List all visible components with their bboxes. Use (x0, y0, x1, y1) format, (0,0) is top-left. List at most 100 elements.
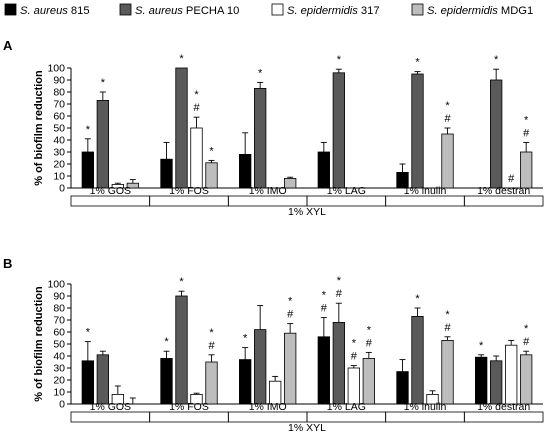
panel-b-bar-aureus-pecha10 (96, 354, 109, 405)
panel-a-significance-hash: # (508, 173, 515, 185)
panel-b: B % of biofilm reduction 01020304050607080… (3, 256, 544, 434)
panel-b-bar-aureus-815 (317, 336, 330, 405)
panel-b-bar-aureus-pecha10 (490, 360, 503, 405)
panel-b-bar-epidermidis-mdg1 (441, 339, 454, 405)
panel-a-significance-star: * (524, 114, 529, 126)
panel-b-bar-epidermidis-mdg1 (362, 357, 375, 405)
legend-swatch-aureus-815 (4, 3, 17, 16)
panel-b-category-label: 1% inulin (404, 401, 447, 413)
panel-b-category-label: 1% FOS (169, 401, 209, 413)
panel-a: A % of biofilm reduction 01020304050607080… (3, 38, 544, 218)
panel-b-bar-epidermidis-317 (347, 367, 360, 405)
panel-a-bar-aureus-815 (81, 151, 94, 189)
panel-a-significance-star: * (494, 54, 499, 66)
panel-a-significance-star: * (258, 67, 263, 79)
panel-b-bar-aureus-815 (81, 360, 94, 405)
panel-a-x-axis-title: 1% XYL (288, 206, 326, 218)
panel-a-significance-star: * (101, 77, 106, 89)
panel-a-y-tick-label: 80 (53, 87, 65, 99)
panel-b-bar-epidermidis-mdg1 (284, 332, 297, 405)
panel-b-bar-epidermidis-mdg1 (205, 361, 218, 405)
panel-a-significance-star: * (415, 57, 420, 69)
panel-b-category-label: 1% LAG (327, 401, 366, 413)
panel-b-bar-aureus-815 (160, 357, 173, 405)
panel-a-y-tick-label: 0 (59, 183, 65, 195)
panel-a-significance-hash: # (193, 102, 200, 114)
panel-b-category-label: 1% IMO (249, 401, 287, 413)
panel-b-category-box (306, 411, 387, 423)
panel-a-y-tick-label: 100 (47, 63, 65, 75)
panel-b-y-tick-label: 20 (53, 375, 65, 387)
panel-a-category-label: 1% GOS (90, 185, 131, 197)
panel-b-significance-star: * (337, 275, 342, 287)
panel-a-significance-star: * (337, 54, 342, 66)
panel-b-significance-star: * (179, 276, 184, 288)
panel-b-category-box (385, 411, 465, 423)
panel-b-bar-aureus-815 (396, 371, 409, 405)
panel-b-significance-star: * (322, 290, 327, 302)
panel-a-category-box (70, 195, 151, 207)
panel-b-category-label: 1% destran (477, 401, 530, 413)
panel-b-bar-aureus-815 (475, 356, 488, 405)
panel-a-significance-star: * (86, 124, 91, 136)
panel-b-bar-epidermidis-mdg1 (520, 354, 533, 405)
panel-a-category-label: 1% FOS (169, 185, 209, 197)
panel-b-y-tick-label: 30 (53, 363, 65, 375)
legend-strain-aureus-815: 815 (71, 5, 90, 17)
panel-b-category-box (70, 411, 151, 423)
panel-b-letter: B (3, 256, 12, 271)
panel-b-y-tick-label: 50 (53, 339, 65, 351)
panel-b-significance-star: * (367, 324, 372, 336)
legend-item-epidermidis-mdg1: S. epidermidis MDG1 (411, 3, 533, 17)
panel-a-category-box (463, 195, 544, 207)
panel-b-y-tick-label: 80 (53, 303, 65, 315)
legend-strain-epidermidis-317: 317 (361, 5, 380, 17)
panel-b-y-tick-label: 60 (53, 327, 65, 339)
legend-species-epidermidis-317: S. epidermidis (287, 5, 358, 17)
panel-a-bar-aureus-815 (160, 158, 173, 189)
panel-b-significance-hash: # (366, 337, 373, 349)
panel-a-y-tick-label: 50 (53, 123, 65, 135)
panel-a-y-tick-label: 90 (53, 75, 65, 87)
panel-b-y-tick-label: 70 (53, 315, 65, 327)
panel-b-y-tick-label: 40 (53, 351, 65, 363)
panel-b-significance-star: * (445, 309, 450, 321)
panel-b-significance-star: * (209, 327, 214, 339)
panel-a-bar-aureus-pecha10 (490, 79, 503, 189)
panel-b-y-tick-label: 100 (47, 279, 65, 291)
panel-a-category-box (385, 195, 465, 207)
panel-a-letter: A (3, 38, 13, 53)
panel-b-significance-hash: # (523, 336, 530, 348)
panel-b-bar-aureus-pecha10 (254, 329, 267, 405)
panel-a-category-label: 1% IMO (249, 185, 287, 197)
panel-b-category-box (463, 411, 544, 423)
panel-a-bar-epidermidis-317 (190, 127, 203, 189)
legend: S. aureus 815 S. aureus PECHA 10 S. epider… (4, 3, 533, 17)
panel-b-bar-aureus-pecha10 (411, 315, 424, 405)
legend-swatch-epidermidis-mdg1 (411, 3, 424, 16)
panel-b-significance-hash: # (351, 351, 358, 363)
legend-strain-aureus-pecha10: PECHA 10 (186, 5, 239, 17)
panel-a-bar-aureus-pecha10 (411, 73, 424, 189)
panel-b-significance-hash: # (336, 288, 343, 300)
panel-a-significance-star: * (194, 89, 199, 101)
panel-b-y-tick-label: 0 (59, 399, 65, 411)
panel-a-category-label: 1% inulin (404, 185, 447, 197)
legend-item-aureus-pecha10: S. aureus PECHA 10 (119, 3, 239, 17)
panel-b-significance-star: * (86, 327, 91, 339)
panel-b-significance-hash: # (444, 322, 451, 334)
panel-b-y-tick-label: 10 (53, 387, 65, 399)
panel-a-bar-aureus-815 (317, 151, 330, 189)
panel-a-category-box (227, 195, 308, 207)
panel-b-significance-star: * (415, 293, 420, 305)
panel-b-category-box (149, 411, 229, 423)
legend-swatch-aureus-pecha10 (119, 3, 132, 16)
panel-a-category-label: 1% LAG (327, 185, 366, 197)
panel-a-category-box (149, 195, 229, 207)
panel-a-y-tick-label: 60 (53, 111, 65, 123)
